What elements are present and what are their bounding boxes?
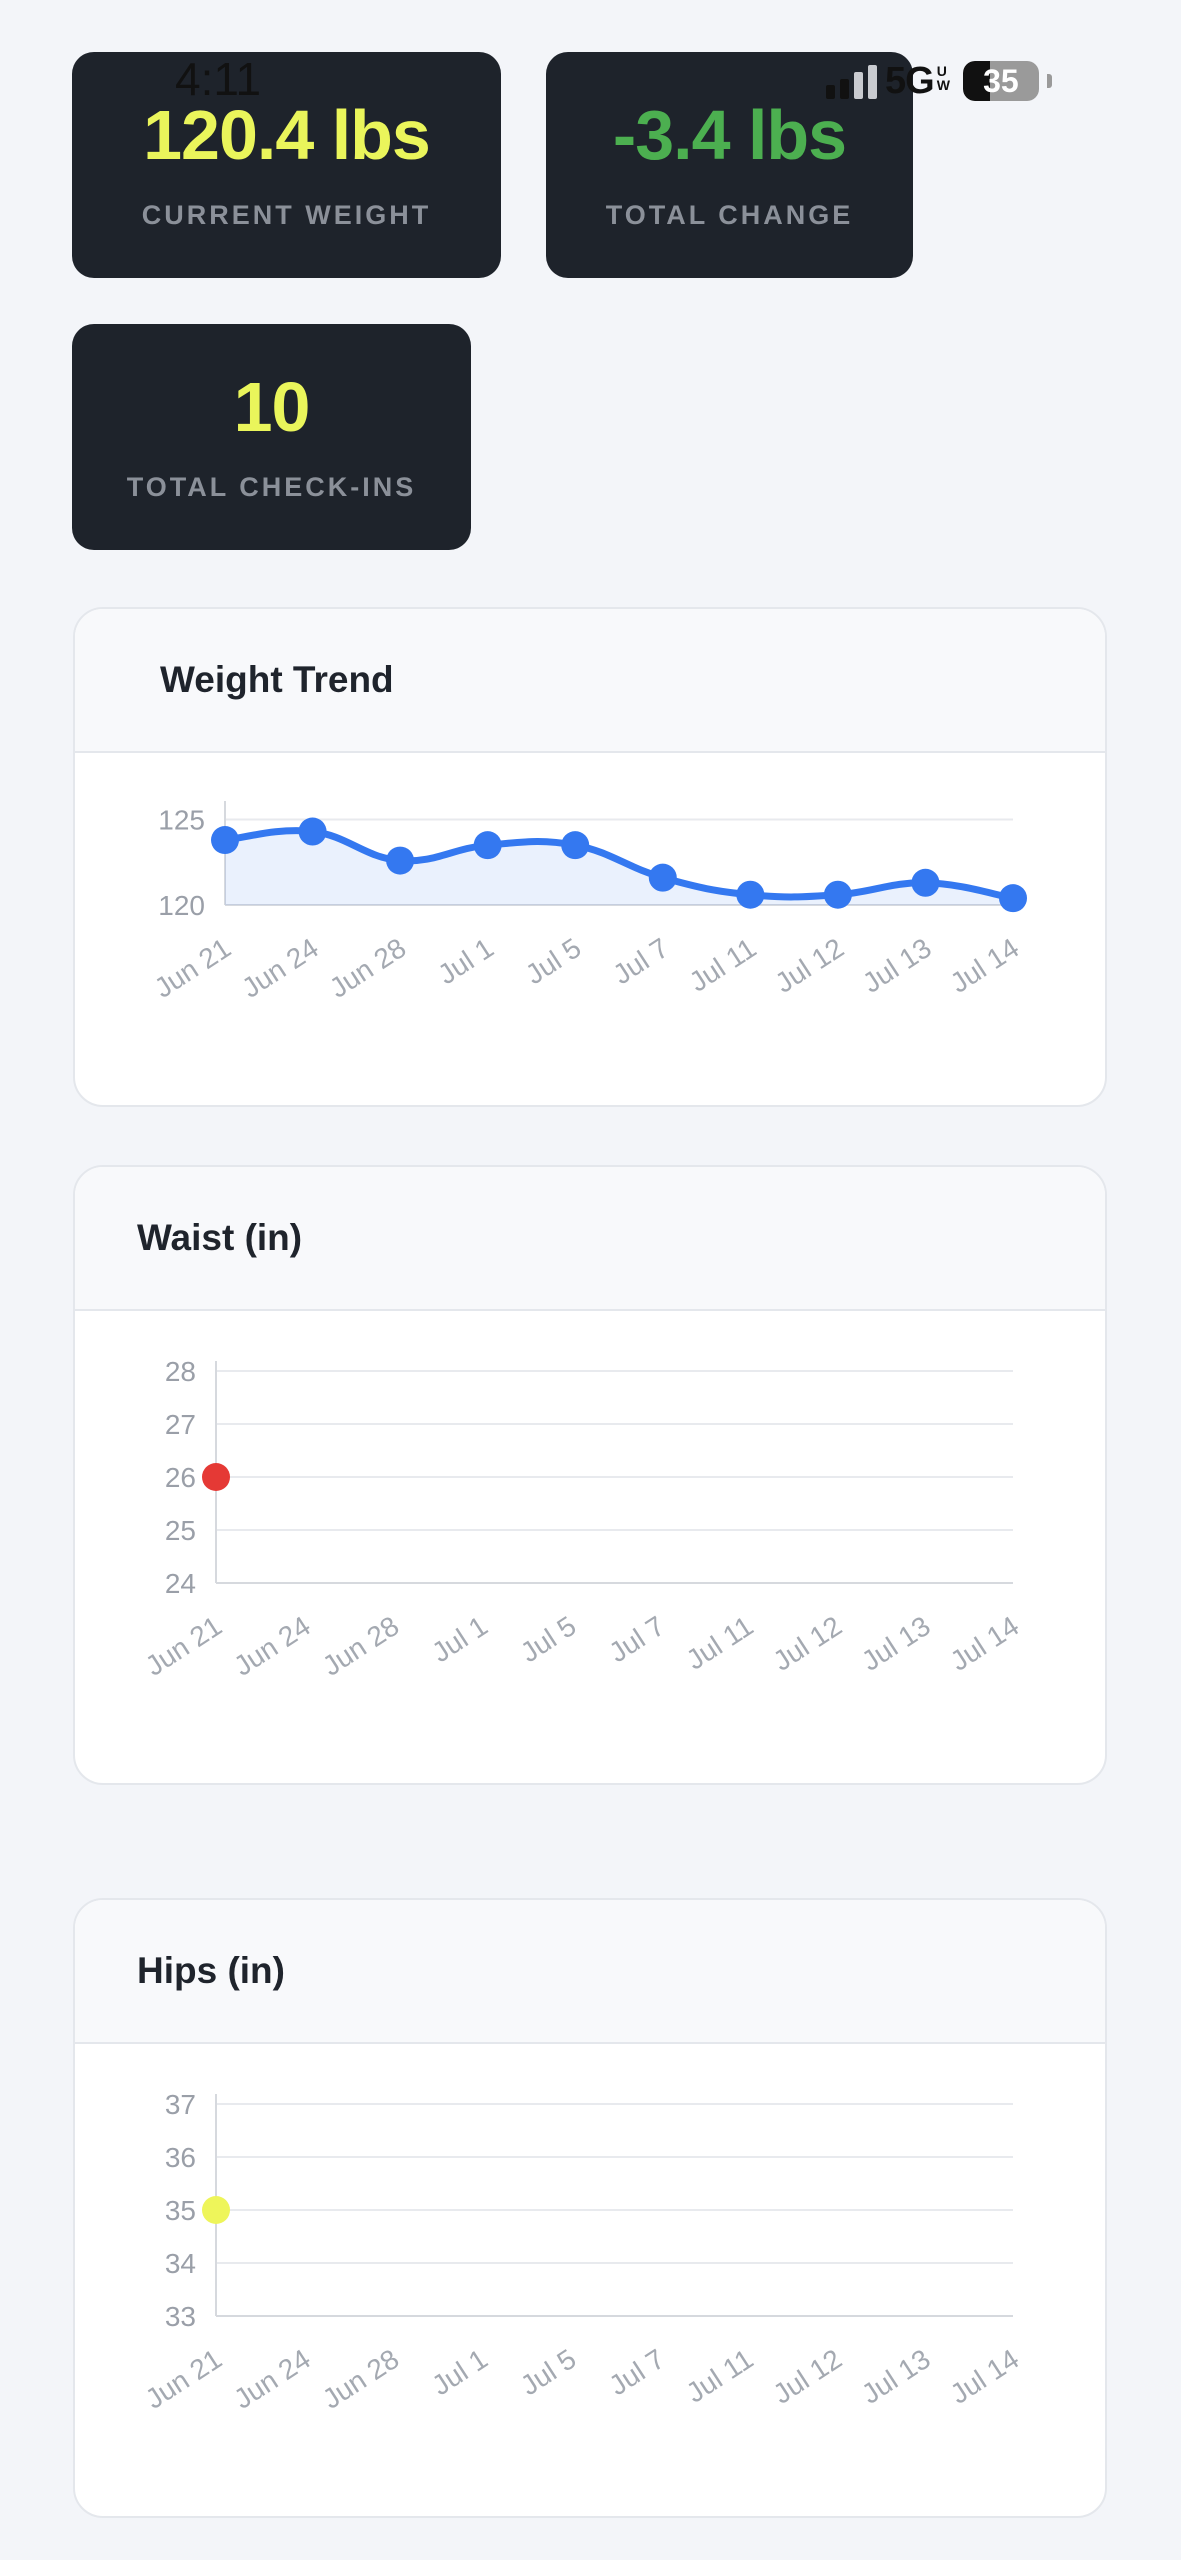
hips-chart: 33 34 35 36 37 Jun 21 Jun 24 Jun 28 Jul 1 Jul 5 Ju… (140, 2089, 1025, 2415)
hips-header: Hips (in) (75, 1900, 1105, 2044)
total-change-value: -3.4 lbs (612, 95, 847, 174)
waist-ytick-label: 24 (165, 1568, 196, 1599)
waist-ytick-label: 26 (165, 1462, 196, 1493)
weight-trend-xtick-label: Jun 24 (236, 932, 323, 1004)
waist-xtick-label: Jul 13 (856, 1610, 936, 1677)
hips-xtick-label: Jul 1 (426, 2343, 492, 2401)
hips-ytick-label: 33 (165, 2301, 196, 2332)
signal-icon (826, 63, 877, 99)
waist-ytick-label: 27 (165, 1409, 196, 1440)
waist-chart: 24 25 26 27 28 Jun 21 Jun 24 Jun 28 Jul 1 Jul 5 Ju… (140, 1356, 1025, 1682)
battery-fill (962, 61, 990, 101)
waist-xtick-label: Jul 11 (681, 1610, 759, 1676)
hips-ytick-label: 36 (165, 2142, 196, 2173)
weight-trend-data-point (736, 880, 765, 909)
waist-xtick-label: Jul 7 (604, 1610, 670, 1668)
waist-xtick-label: Jul 1 (426, 1610, 492, 1668)
waist-ytick-label: 28 (165, 1356, 196, 1387)
weight-trend-xtick-label: Jul 12 (770, 932, 850, 999)
network-label: 5G (885, 59, 935, 102)
weight-trend-data-point (561, 831, 590, 860)
waist-ytick-label: 25 (165, 1515, 196, 1546)
waist-xtick-label: Jul 12 (768, 1610, 848, 1677)
current-weight-label: CURRENT WEIGHT (141, 199, 432, 230)
weight-trend-card: Weight Trend 120 125 Jun 21 Jun 24 Jun 28 Jul… (73, 607, 1107, 1107)
weight-trend-data-point (298, 817, 327, 846)
waist-xtick-label: Jun 21 (140, 1610, 227, 1682)
weight-trend-data-point (999, 884, 1027, 913)
hips-card: Hips (in) 33 34 35 36 37 Jun 21 Jun 24 Jun 28 Ju… (73, 1898, 1107, 2518)
hips-xtick-label: Jun 21 (140, 2343, 227, 2415)
status-time: 4:11 (175, 53, 262, 105)
waist-xtick-label: Jun 28 (317, 1610, 404, 1682)
weight-trend-data-point (648, 863, 677, 892)
weight-trend-area-fill (225, 830, 1013, 905)
weight-trend-xtick-label: Jul 5 (520, 932, 586, 990)
weight-trend-xtick-label: Jul 11 (684, 932, 762, 998)
weight-trend-title: Weight Trend (160, 659, 394, 700)
total-change-label: TOTAL CHANGE (605, 199, 854, 230)
hips-xtick-label: Jul 13 (856, 2343, 936, 2410)
weight-trend-ytick-label: 120 (158, 890, 205, 921)
weight-trend-data-point (823, 880, 852, 909)
network-sub-bottom: W (936, 76, 950, 93)
weight-trend-xtick-label: Jun 21 (149, 932, 236, 1004)
hips-ytick-label: 35 (165, 2195, 196, 2226)
hips-xtick-label: Jul 14 (945, 2343, 1025, 2410)
hips-xtick-label: Jul 12 (768, 2343, 848, 2410)
total-checkins-label: TOTAL CHECK-INS (126, 471, 417, 502)
hips-data-point (202, 2196, 230, 2224)
current-weight-card: 120.4 lbs CURRENT WEIGHT (72, 52, 501, 278)
current-weight-value: 120.4 lbs (143, 95, 431, 174)
hips-xtick-label: Jul 7 (604, 2343, 670, 2401)
hips-ytick-label: 34 (165, 2248, 196, 2279)
weight-trend-data-point (211, 826, 239, 855)
hips-ytick-label: 37 (165, 2089, 196, 2120)
weight-trend-xtick-label: Jul 1 (432, 932, 498, 990)
hips-xtick-label: Jun 24 (228, 2343, 315, 2415)
waist-xtick-label: Jul 5 (515, 1610, 581, 1668)
network-sub-top: U (936, 62, 947, 79)
weight-trend-xtick-label: Jul 13 (857, 932, 937, 999)
weight-trend-ytick-label: 125 (158, 805, 205, 836)
hips-xtick-label: Jul 11 (681, 2343, 759, 2409)
battery-percent: 35 (983, 62, 1019, 99)
weight-trend-data-point (386, 846, 415, 875)
total-change-card: -3.4 lbs TOTAL CHANGE (546, 52, 913, 278)
weight-trend-xtick-label: Jun 28 (324, 932, 411, 1004)
weight-trend-xtick-label: Jul 14 (945, 932, 1025, 999)
waist-data-point (202, 1463, 230, 1491)
waist-card: Waist (in) 24 25 26 27 28 Jun 21 Jun 24 Jun 28 J… (73, 1165, 1107, 1785)
weight-trend-data-point (911, 868, 940, 897)
waist-xtick-label: Jun 24 (228, 1610, 315, 1682)
weight-trend-series-line (221, 827, 1017, 902)
hips-xtick-label: Jun 28 (317, 2343, 404, 2415)
total-checkins-value: 10 (233, 367, 311, 446)
waist-title: Waist (in) (137, 1217, 303, 1258)
weight-trend-header: Weight Trend (75, 609, 1105, 753)
waist-xtick-label: Jul 14 (945, 1610, 1025, 1677)
hips-title: Hips (in) (137, 1950, 285, 1991)
battery-icon: 35 (962, 61, 1039, 101)
hips-xtick-label: Jul 5 (515, 2343, 581, 2401)
weight-trend-data-point (473, 831, 502, 860)
weight-trend-xtick-label: Jul 7 (608, 932, 674, 990)
total-checkins-card: 10 TOTAL CHECK-INS (72, 324, 471, 550)
battery-tip (1046, 74, 1052, 88)
waist-header: Waist (in) (75, 1167, 1105, 1311)
